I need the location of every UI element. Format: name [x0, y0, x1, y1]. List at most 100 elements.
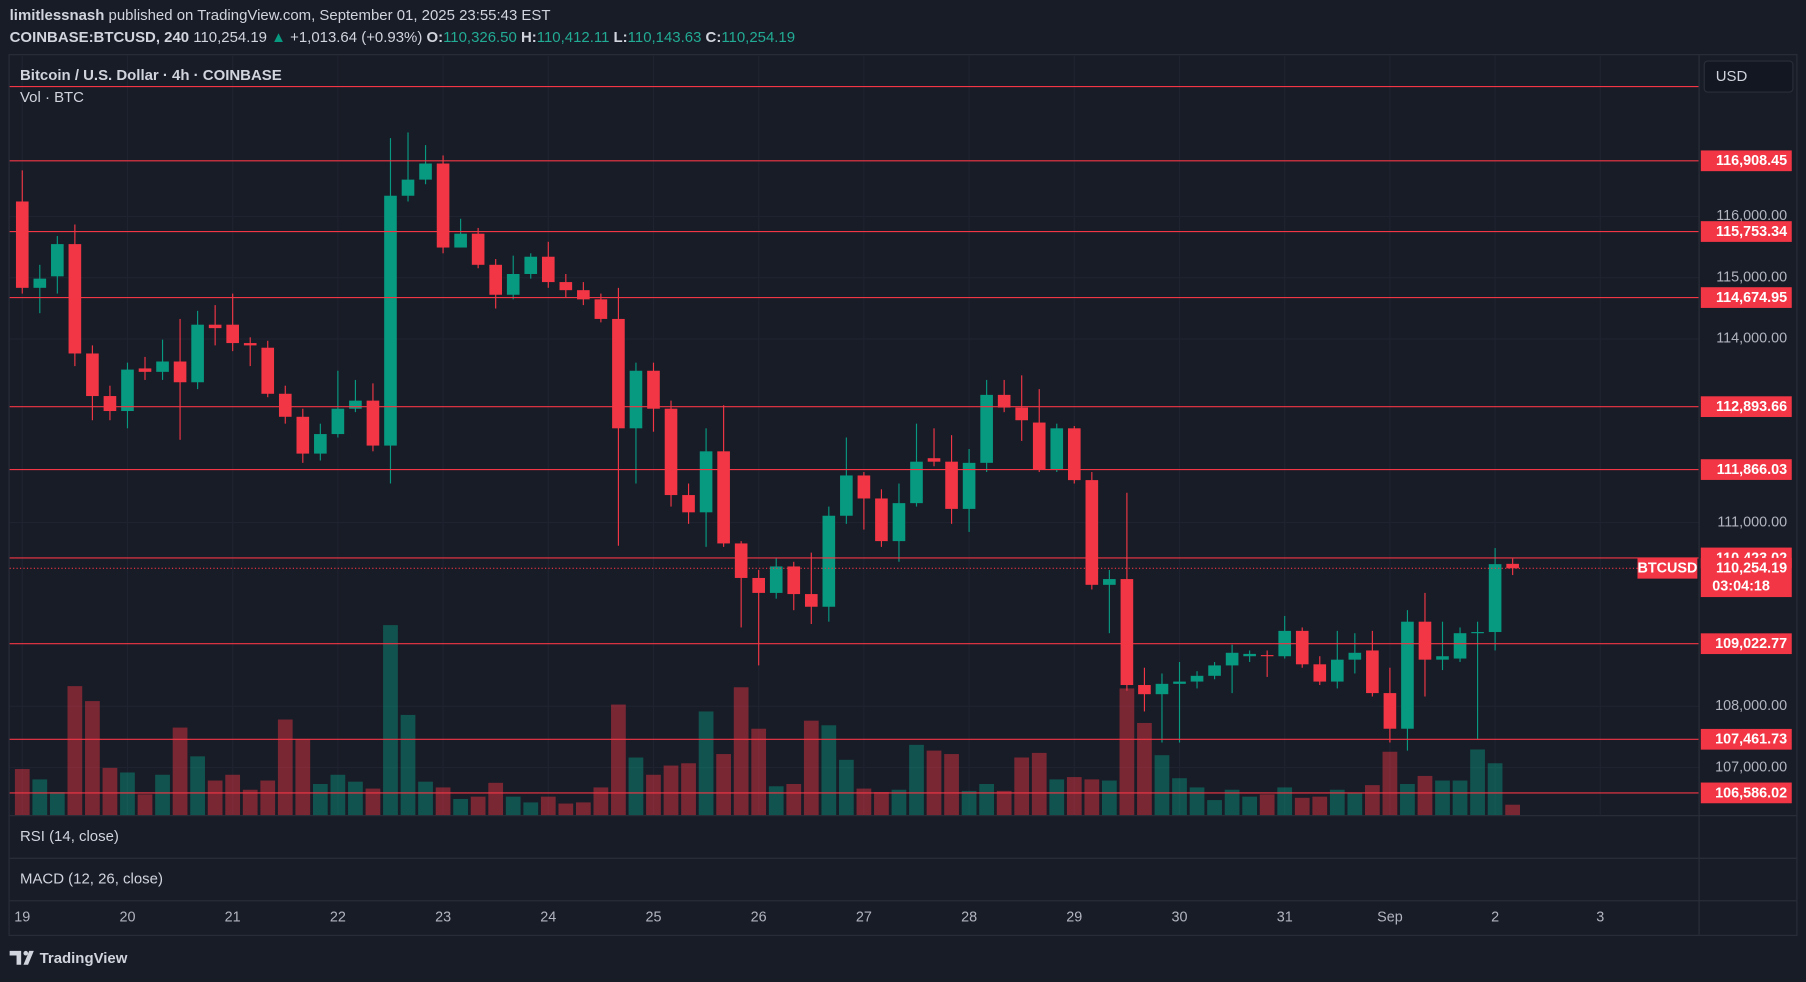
candle-body	[1015, 407, 1029, 421]
volume-bar	[277, 719, 293, 816]
volume-bar	[1294, 797, 1310, 816]
candle-body	[419, 163, 432, 180]
x-tick-label: 25	[645, 909, 661, 925]
candle-body	[787, 566, 801, 595]
volume-bar	[874, 792, 889, 816]
volume-bar	[523, 802, 539, 816]
volume-bar	[663, 765, 679, 816]
level-label: 115,753.34	[1716, 224, 1787, 240]
candle-body	[892, 503, 906, 542]
volume-bar	[540, 796, 556, 816]
candle-body	[1032, 422, 1046, 470]
volume-bar	[1154, 755, 1170, 816]
volume-bar	[312, 783, 328, 816]
candle-body	[454, 233, 467, 248]
last-price-label: 110,254.19	[1716, 561, 1787, 577]
candle-body	[717, 451, 730, 544]
volume-bar	[1207, 800, 1222, 816]
y-tick-label: 115,000.00	[1716, 269, 1787, 285]
volume-bar	[1452, 780, 1468, 816]
candle-body	[86, 353, 99, 397]
volume-bar	[470, 796, 486, 816]
candle-body	[822, 515, 836, 607]
candle-body	[33, 278, 47, 288]
candle-body	[997, 394, 1011, 408]
candle-body	[594, 299, 608, 319]
candle-body	[1050, 428, 1064, 470]
legend-volume: Vol · BTC	[20, 89, 84, 106]
candle-body	[156, 361, 169, 372]
volume-bar	[49, 792, 65, 816]
candle-body	[489, 264, 502, 295]
candle-body	[699, 451, 713, 513]
candle-body	[734, 543, 748, 578]
x-tick-label: 24	[540, 909, 556, 925]
candle-body	[366, 400, 380, 446]
x-tick-label: 27	[856, 909, 872, 925]
volume-bar	[1224, 789, 1240, 816]
volume-bar	[32, 779, 48, 816]
volume-bar	[1347, 793, 1363, 816]
candle-body	[1348, 652, 1362, 660]
volume-bar	[575, 802, 591, 816]
volume-bar	[856, 788, 872, 816]
volume-bar	[1119, 688, 1135, 816]
volume-bar	[400, 714, 416, 816]
currency[interactable]: USD	[1716, 68, 1748, 85]
y-tick-label: 108,000.00	[1715, 698, 1787, 714]
ohlc-value: 110,412.11	[537, 29, 610, 46]
volume-bar	[1084, 779, 1100, 816]
volume-bar	[838, 759, 854, 816]
candle-body	[1295, 630, 1309, 665]
symbol-tag-box	[1637, 557, 1698, 579]
volume-bar	[628, 757, 644, 816]
candle-body	[138, 368, 152, 372]
candle-body	[68, 244, 82, 354]
candle-body	[384, 195, 397, 446]
candle-body	[682, 495, 695, 513]
candle-body	[875, 498, 888, 542]
volume-bar	[891, 789, 907, 816]
volume-bar	[909, 744, 924, 816]
level-label: 116,908.45	[1716, 153, 1787, 169]
candle-body	[769, 566, 783, 593]
candle-body	[577, 290, 590, 300]
candle-body	[349, 400, 362, 409]
volume-bar	[979, 783, 994, 816]
level-label-box	[1700, 287, 1792, 308]
x-tick-label: Sep	[1377, 909, 1403, 925]
candle-body	[1260, 655, 1274, 657]
candle-body	[840, 475, 853, 516]
currency-button[interactable]	[1703, 60, 1794, 93]
volume-bar	[681, 763, 696, 816]
candle-body	[752, 577, 766, 593]
candle-body	[1243, 653, 1256, 657]
candle-body	[1085, 480, 1099, 585]
candle-body	[121, 369, 134, 412]
published: published on TradingView.com, September …	[109, 7, 551, 24]
last: 110,254.19	[193, 29, 267, 46]
level-label-box	[1700, 150, 1792, 172]
candle-body	[243, 343, 257, 346]
volume-bar	[418, 781, 433, 816]
volume-bar	[190, 756, 205, 816]
candle-body	[331, 408, 345, 435]
volume-bar	[260, 780, 276, 816]
x-tick-label: 20	[119, 909, 135, 925]
volume-bar	[365, 788, 381, 816]
x-tick-label: 21	[225, 909, 241, 925]
ohlc-value: 110,143.63	[628, 29, 702, 46]
volume-bar	[1487, 763, 1503, 816]
logo-dot	[23, 950, 29, 956]
candle-body	[1138, 685, 1151, 695]
volume-bar	[1312, 796, 1328, 816]
volume-bar	[1189, 787, 1205, 816]
volume-bar	[1329, 789, 1345, 816]
candle-body	[612, 318, 625, 429]
ohlc-key: L:	[614, 29, 628, 46]
volume-bar	[1242, 796, 1257, 816]
candle-body	[1313, 664, 1327, 682]
symbol: COINBASE:BTCUSD, 240	[10, 29, 189, 46]
volume-bar	[1435, 780, 1450, 816]
